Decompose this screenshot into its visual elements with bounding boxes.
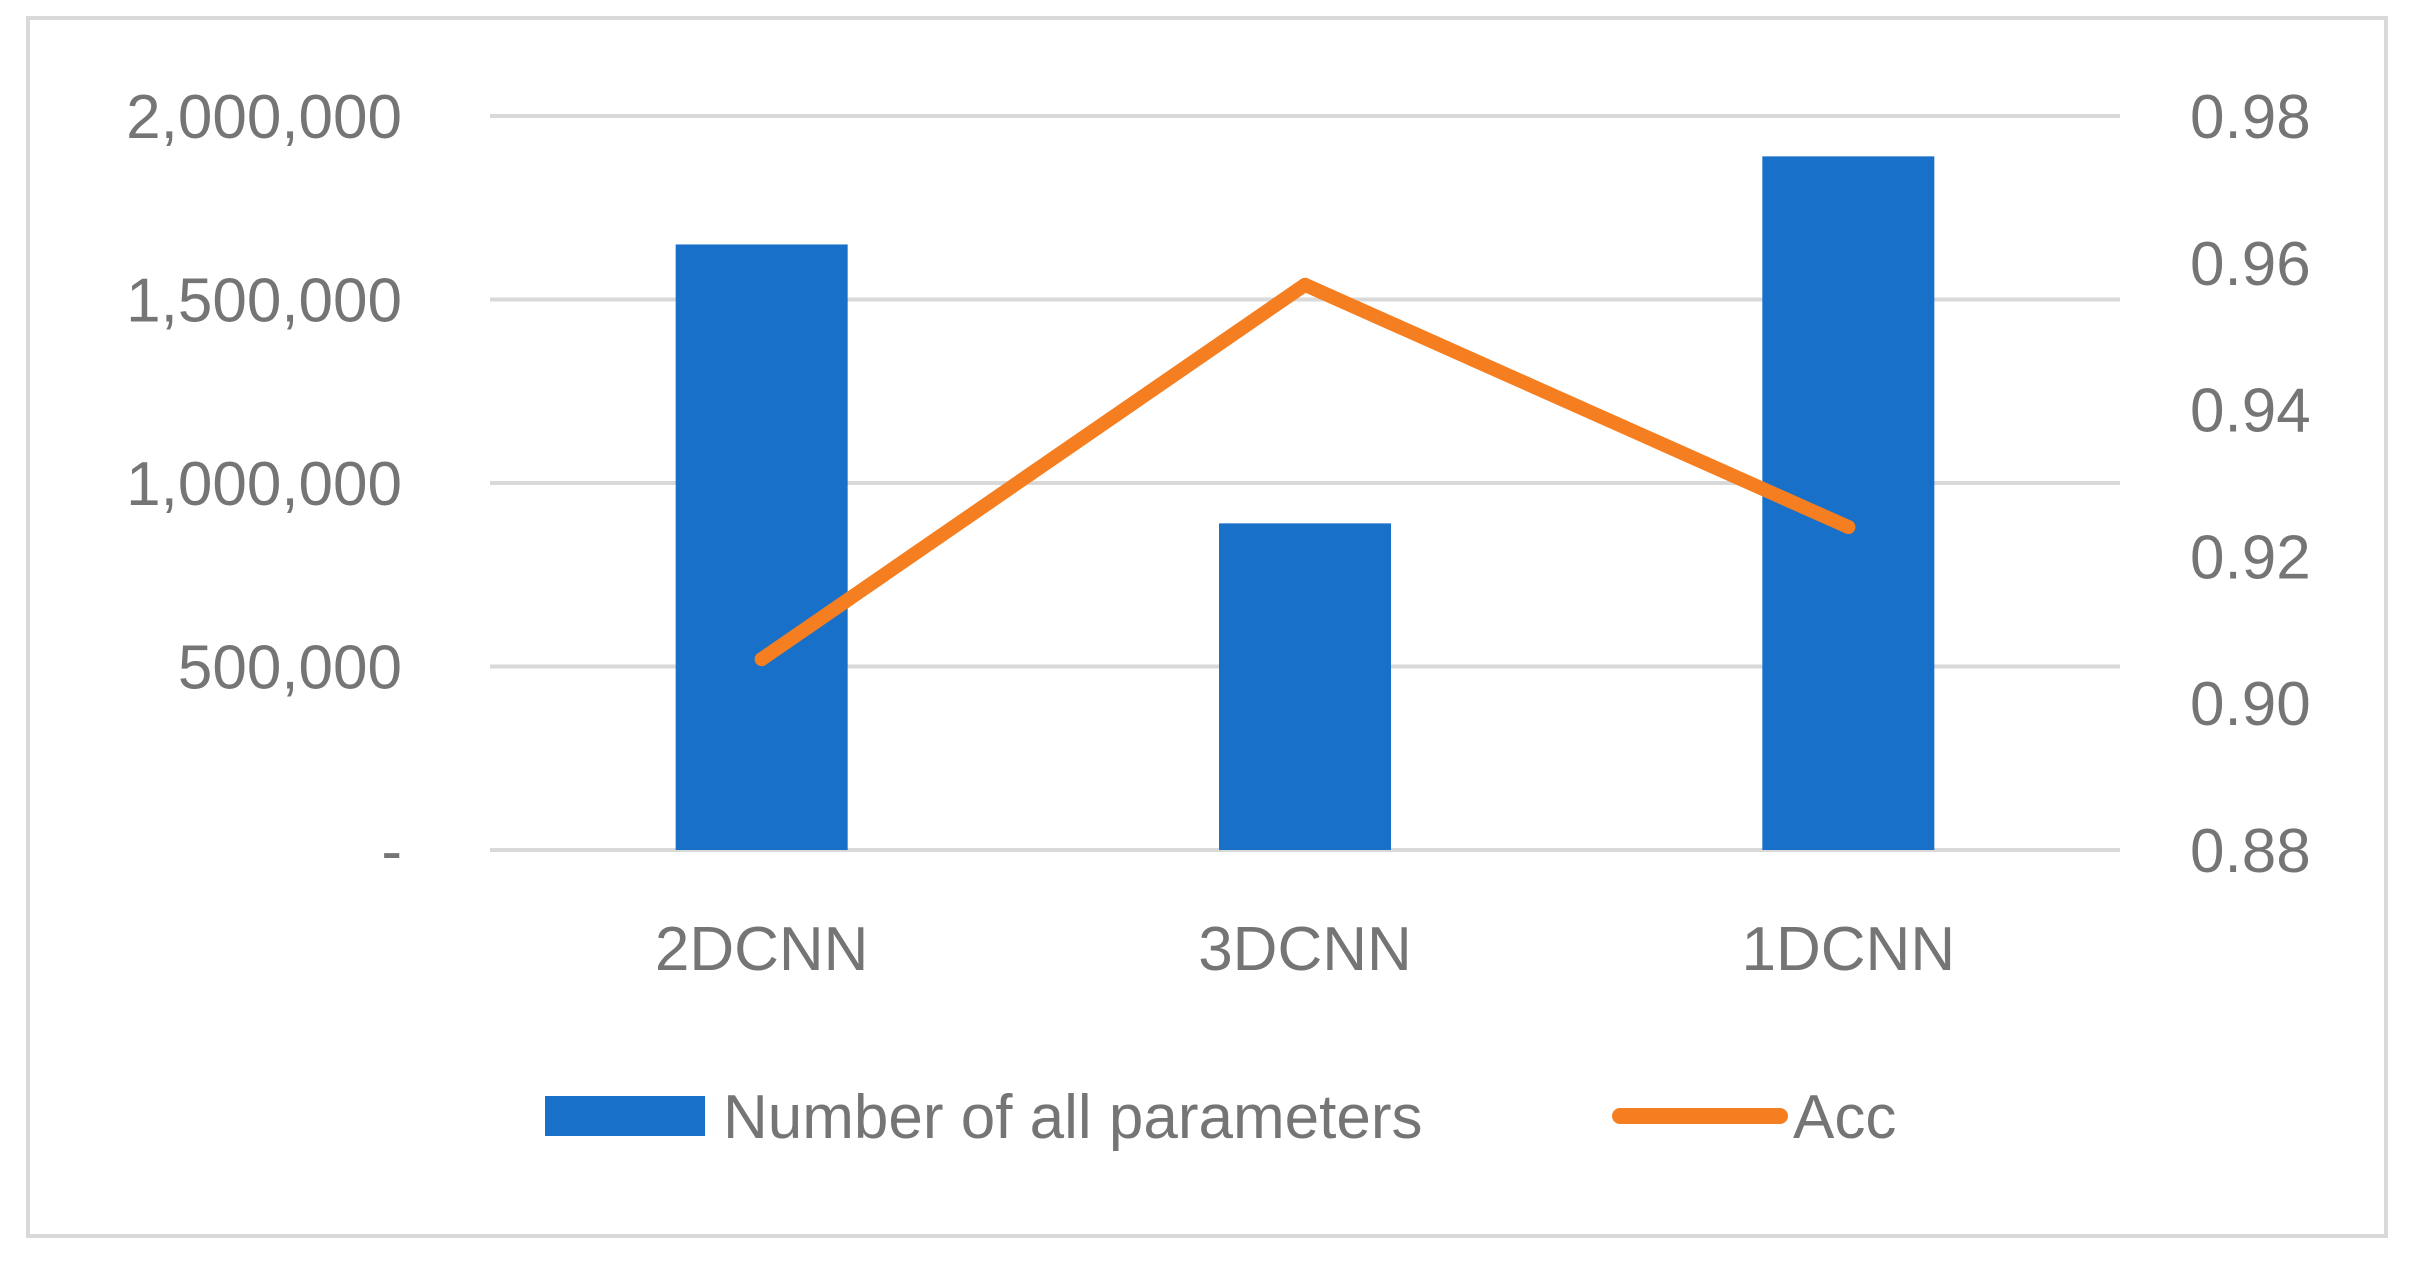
category-label: 1DCNN xyxy=(1742,915,1956,984)
right-tick-label: 0.96 xyxy=(2190,230,2311,299)
right-tick-label: 0.92 xyxy=(2190,523,2311,592)
acc-point-2dcnn xyxy=(754,652,769,667)
bar-series xyxy=(675,156,1935,850)
acc-point-3dcnn xyxy=(1298,277,1312,292)
category-label: 3DCNN xyxy=(1198,915,1412,984)
bar-2dcnn xyxy=(675,244,848,850)
right-tick-label: 0.94 xyxy=(2190,377,2311,446)
right-tick-label: 0.98 xyxy=(2190,83,2311,152)
left-tick-label: - xyxy=(381,817,402,886)
right-tick-label: 0.90 xyxy=(2190,670,2311,739)
legend-line-label: Acc xyxy=(1793,1083,1896,1152)
line-series xyxy=(754,277,1856,667)
chart-border xyxy=(26,16,2388,1238)
category-labels: 2DCNN 3DCNN 1DCNN xyxy=(655,915,1955,984)
legend-bar-swatch xyxy=(545,1096,705,1136)
left-tick-label: 500,000 xyxy=(178,634,402,703)
left-tick-label: 1,000,000 xyxy=(126,450,402,519)
acc-point-1dcnn xyxy=(1841,520,1856,535)
legend-bar-label: Number of all parameters xyxy=(723,1083,1423,1152)
left-tick-label: 2,000,000 xyxy=(126,83,402,152)
left-tick-label: 1,500,000 xyxy=(126,267,402,336)
category-label: 2DCNN xyxy=(655,915,869,984)
bar-3dcnn xyxy=(1219,523,1391,850)
left-axis-ticks: - 500,000 1,000,000 1,500,000 2,000,000 xyxy=(126,83,402,886)
legend: Number of all parameters Acc xyxy=(545,1083,1896,1152)
right-axis-ticks: 0.88 0.90 0.92 0.94 0.96 0.98 xyxy=(2190,83,2311,886)
right-tick-label: 0.88 xyxy=(2190,817,2311,886)
